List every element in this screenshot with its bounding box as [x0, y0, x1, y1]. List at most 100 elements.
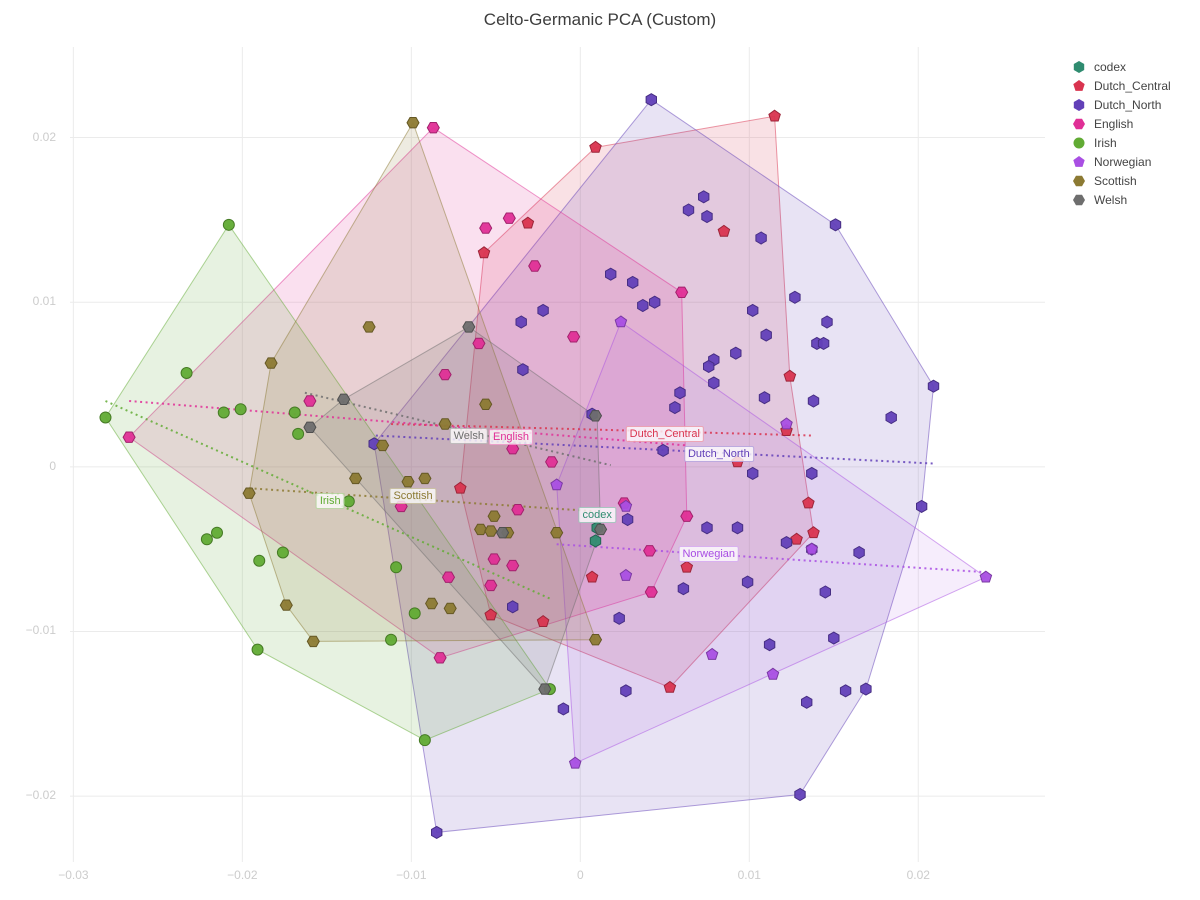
data-point-Dutch_North[interactable]: [819, 585, 831, 599]
data-point-Dutch_North[interactable]: [828, 631, 840, 645]
data-point-Dutch_North[interactable]: [637, 298, 649, 313]
data-point-Scottish[interactable]: [306, 635, 320, 648]
data-point-Scottish[interactable]: [487, 510, 501, 522]
data-point-Dutch_Central[interactable]: [663, 680, 677, 693]
data-point-Dutch_Central[interactable]: [717, 224, 731, 237]
data-point-Dutch_North[interactable]: [731, 521, 744, 535]
data-point-Dutch_North[interactable]: [806, 466, 818, 480]
data-point-English[interactable]: [438, 369, 452, 381]
data-point-Norwegian[interactable]: [568, 756, 582, 769]
data-point-Dutch_North[interactable]: [613, 611, 625, 625]
data-point-English[interactable]: [567, 331, 581, 343]
data-point-English[interactable]: [528, 260, 542, 272]
data-point-Norwegian[interactable]: [979, 570, 993, 583]
data-point-Scottish[interactable]: [376, 439, 390, 452]
data-point-Dutch_North[interactable]: [927, 379, 940, 393]
data-point-Dutch_North[interactable]: [741, 575, 754, 589]
data-point-Irish[interactable]: [292, 427, 305, 440]
data-point-English[interactable]: [487, 553, 501, 565]
data-point-Dutch_Central[interactable]: [484, 608, 498, 621]
data-point-Dutch_North[interactable]: [677, 582, 690, 596]
data-point-Scottish[interactable]: [588, 634, 603, 646]
data-point-Dutch_North[interactable]: [794, 787, 806, 802]
data-point-Irish[interactable]: [390, 561, 403, 574]
legend-item-Dutch_Central[interactable]: Dutch_Central: [1072, 76, 1171, 95]
data-point-Dutch_Central[interactable]: [802, 496, 815, 509]
data-point-Norwegian[interactable]: [705, 647, 719, 660]
data-point-Irish[interactable]: [99, 411, 112, 424]
data-point-Dutch_North[interactable]: [760, 328, 772, 342]
data-point-English[interactable]: [680, 510, 694, 522]
data-point-Dutch_Central[interactable]: [768, 109, 781, 122]
data-point-Norwegian[interactable]: [550, 478, 563, 491]
data-point-Scottish[interactable]: [425, 597, 439, 610]
legend-item-Norwegian[interactable]: Norwegian: [1072, 152, 1171, 171]
data-point-Irish[interactable]: [342, 495, 355, 508]
data-point-English[interactable]: [303, 395, 317, 407]
data-point-Dutch_North[interactable]: [703, 359, 715, 373]
data-point-Scottish[interactable]: [443, 602, 457, 615]
data-point-Irish[interactable]: [217, 406, 230, 419]
data-point-English[interactable]: [506, 559, 520, 572]
data-point-Irish[interactable]: [234, 403, 247, 416]
data-point-Scottish[interactable]: [401, 476, 415, 488]
data-point-Norwegian[interactable]: [805, 542, 819, 555]
data-point-Dutch_Central[interactable]: [477, 246, 491, 259]
data-point-Dutch_Central[interactable]: [521, 216, 535, 229]
data-point-English[interactable]: [484, 579, 498, 592]
data-point-English[interactable]: [426, 122, 440, 134]
data-point-Welsh[interactable]: [303, 421, 317, 433]
data-point-Dutch_North[interactable]: [698, 190, 710, 204]
data-point-Dutch_North[interactable]: [649, 295, 661, 309]
data-point-Welsh[interactable]: [462, 321, 476, 333]
data-point-Dutch_North[interactable]: [821, 315, 833, 329]
data-point-Dutch_North[interactable]: [701, 210, 713, 224]
data-point-Dutch_North[interactable]: [801, 695, 813, 709]
data-point-Scottish[interactable]: [279, 599, 293, 611]
data-point-Norwegian[interactable]: [766, 667, 780, 680]
data-point-Irish[interactable]: [200, 533, 213, 546]
data-point-Dutch_North[interactable]: [557, 702, 570, 716]
data-point-Welsh[interactable]: [588, 410, 603, 422]
data-point-Welsh[interactable]: [538, 683, 552, 695]
data-point-Norwegian[interactable]: [619, 568, 633, 581]
data-point-Irish[interactable]: [385, 633, 398, 646]
legend-item-codex[interactable]: codex: [1072, 57, 1171, 76]
data-point-Scottish[interactable]: [484, 525, 498, 537]
data-point-English[interactable]: [644, 586, 658, 598]
legend-item-Scottish[interactable]: Scottish: [1072, 171, 1171, 190]
data-point-Scottish[interactable]: [479, 398, 493, 410]
data-point-Irish[interactable]: [251, 643, 264, 656]
data-point-English[interactable]: [472, 337, 486, 350]
data-point-Norwegian[interactable]: [780, 417, 793, 430]
data-point-Dutch_North[interactable]: [708, 376, 720, 390]
data-point-English[interactable]: [441, 571, 456, 583]
data-point-Dutch_North[interactable]: [807, 394, 820, 408]
data-point-English[interactable]: [545, 456, 559, 468]
data-point-Norwegian[interactable]: [614, 315, 628, 328]
data-point-Dutch_North[interactable]: [517, 363, 529, 377]
data-point-English[interactable]: [122, 431, 136, 443]
data-point-Dutch_North[interactable]: [916, 499, 928, 513]
data-point-Dutch_North[interactable]: [817, 336, 830, 350]
data-point-Irish[interactable]: [276, 546, 289, 559]
legend-item-Dutch_North[interactable]: Dutch_North: [1072, 95, 1171, 114]
data-point-Dutch_Central[interactable]: [790, 532, 803, 545]
data-point-Welsh[interactable]: [496, 527, 510, 539]
data-point-English[interactable]: [479, 222, 493, 234]
data-point-Dutch_North[interactable]: [645, 93, 657, 107]
data-point-Dutch_Central[interactable]: [536, 614, 550, 627]
data-point-Dutch_North[interactable]: [758, 391, 771, 405]
legend-item-Irish[interactable]: Irish: [1072, 133, 1171, 152]
data-point-Dutch_North[interactable]: [789, 290, 801, 304]
data-point-Scottish[interactable]: [242, 487, 256, 499]
data-point-English[interactable]: [675, 286, 689, 298]
data-point-Dutch_North[interactable]: [682, 203, 695, 217]
data-point-Dutch_North[interactable]: [620, 684, 632, 698]
data-point-Irish[interactable]: [211, 526, 224, 539]
data-point-Dutch_North[interactable]: [669, 401, 681, 415]
data-point-Scottish[interactable]: [264, 357, 278, 369]
data-point-Dutch_Central[interactable]: [454, 481, 467, 494]
data-point-Dutch_North[interactable]: [829, 218, 842, 232]
data-point-English[interactable]: [643, 545, 657, 557]
